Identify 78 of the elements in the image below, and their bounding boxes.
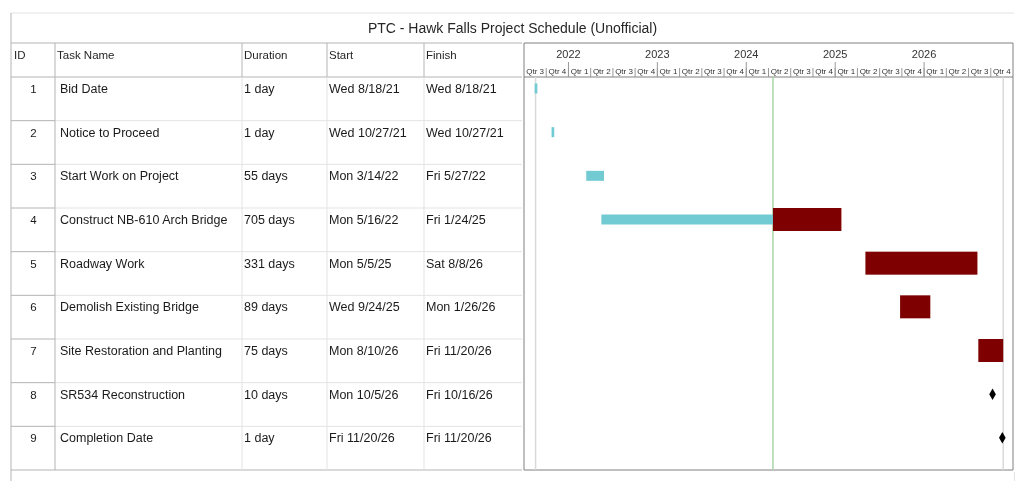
text: Qtr 4 bbox=[548, 67, 567, 76]
text: 55 days bbox=[244, 169, 288, 184]
text: Sat 8/8/26 bbox=[426, 256, 484, 271]
text: 1 bbox=[30, 83, 37, 95]
text: Mon 8/10/26 bbox=[329, 344, 399, 358]
text: Wed 10/27/21 bbox=[426, 125, 504, 140]
text: Wed 10/27/21 bbox=[329, 125, 407, 140]
text: ID bbox=[14, 49, 26, 61]
text: 3 bbox=[30, 170, 37, 183]
text: Qtr 3 bbox=[792, 67, 812, 76]
text: Qtr 4 bbox=[993, 67, 1012, 76]
text: Qtr 1 bbox=[659, 67, 678, 76]
text: Qtr 4 bbox=[726, 67, 745, 76]
text: Mon 3/14/22 bbox=[329, 169, 399, 184]
text: Mon 10/5/26 bbox=[329, 387, 399, 402]
text: Qtr 1 bbox=[748, 67, 767, 76]
text: Fri 11/20/26 bbox=[329, 431, 395, 446]
text: SR534 Reconstruction bbox=[60, 387, 186, 402]
text: Mon 5/5/25 bbox=[329, 256, 392, 271]
text: 10 days bbox=[244, 387, 288, 402]
text: 89 days bbox=[244, 300, 288, 315]
text: Qtr 4 bbox=[637, 67, 656, 76]
x-tick-label: 2025 bbox=[822, 48, 848, 60]
text: Qtr 3 bbox=[615, 67, 634, 76]
x-tick-label: 2023 bbox=[645, 48, 670, 60]
text: Duration bbox=[244, 49, 288, 61]
x-tick-label: 2026 bbox=[911, 48, 937, 60]
text: Qtr 2 bbox=[592, 67, 612, 76]
text: Completion Date bbox=[60, 431, 154, 446]
text: Fri 1/24/25 bbox=[426, 213, 486, 227]
text: Qtr 4 bbox=[815, 67, 834, 76]
text: Construct NB-610 Arch Bridge bbox=[60, 213, 228, 227]
chart-title: PTC - Hawk Falls Project Schedule (Unofficial) bbox=[367, 20, 658, 36]
text: Qtr 2 bbox=[681, 67, 701, 76]
x-tick-label: 2024 bbox=[734, 48, 759, 60]
text: 331 days bbox=[244, 256, 295, 271]
text: Bid Date bbox=[60, 82, 108, 96]
text: Start bbox=[329, 49, 355, 61]
text: 9 bbox=[30, 432, 37, 445]
text: Fri 5/27/22 bbox=[426, 169, 486, 184]
text: Wed 9/24/25 bbox=[329, 300, 400, 315]
text: Mon 1/26/26 bbox=[426, 300, 496, 315]
text: Wed 8/18/21 bbox=[426, 82, 497, 96]
text: Roadway Work bbox=[60, 256, 146, 271]
text: Start Work on Project bbox=[60, 169, 180, 184]
text: Fri 11/20/26 bbox=[426, 344, 492, 358]
text: Qtr 3 bbox=[970, 67, 990, 76]
text: 5 bbox=[30, 257, 37, 270]
text: Qtr 1 bbox=[837, 67, 856, 76]
text: Qtr 2 bbox=[948, 67, 967, 76]
text: 705 days bbox=[244, 213, 295, 227]
text: 2 bbox=[30, 126, 37, 139]
text: Qtr 3 bbox=[526, 67, 545, 76]
text: Task Name bbox=[57, 49, 115, 61]
text: Wed 8/18/21 bbox=[329, 82, 400, 96]
text: Qtr 4 bbox=[904, 67, 923, 76]
text: 75 days bbox=[244, 344, 288, 358]
text: 6 bbox=[30, 301, 37, 314]
text: Qtr 2 bbox=[859, 67, 878, 76]
text: Qtr 3 bbox=[881, 67, 901, 76]
text: Mon 5/16/22 bbox=[329, 213, 399, 227]
text: Finish bbox=[426, 49, 457, 61]
text: 4 bbox=[30, 214, 38, 226]
text: 1 day bbox=[244, 125, 276, 140]
text: 8 bbox=[30, 388, 37, 401]
text: Qtr 2 bbox=[770, 67, 790, 76]
text: 7 bbox=[30, 345, 37, 357]
text: Qtr 1 bbox=[926, 67, 945, 76]
text: Notice to Proceed bbox=[60, 125, 160, 140]
text: Fri 11/20/26 bbox=[426, 431, 492, 446]
text: Qtr 1 bbox=[570, 67, 590, 76]
text: Demolish Existing Bridge bbox=[60, 300, 199, 315]
text: 1 day bbox=[244, 82, 276, 96]
text: 1 day bbox=[244, 431, 276, 446]
text: Site Restoration and Planting bbox=[60, 344, 222, 358]
text: Qtr 3 bbox=[704, 67, 723, 76]
text: Fri 10/16/26 bbox=[426, 387, 493, 402]
x-tick-label: 2022 bbox=[556, 48, 581, 60]
